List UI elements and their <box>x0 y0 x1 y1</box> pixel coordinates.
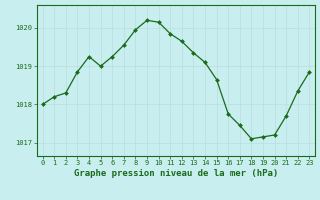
X-axis label: Graphe pression niveau de la mer (hPa): Graphe pression niveau de la mer (hPa) <box>74 169 278 178</box>
